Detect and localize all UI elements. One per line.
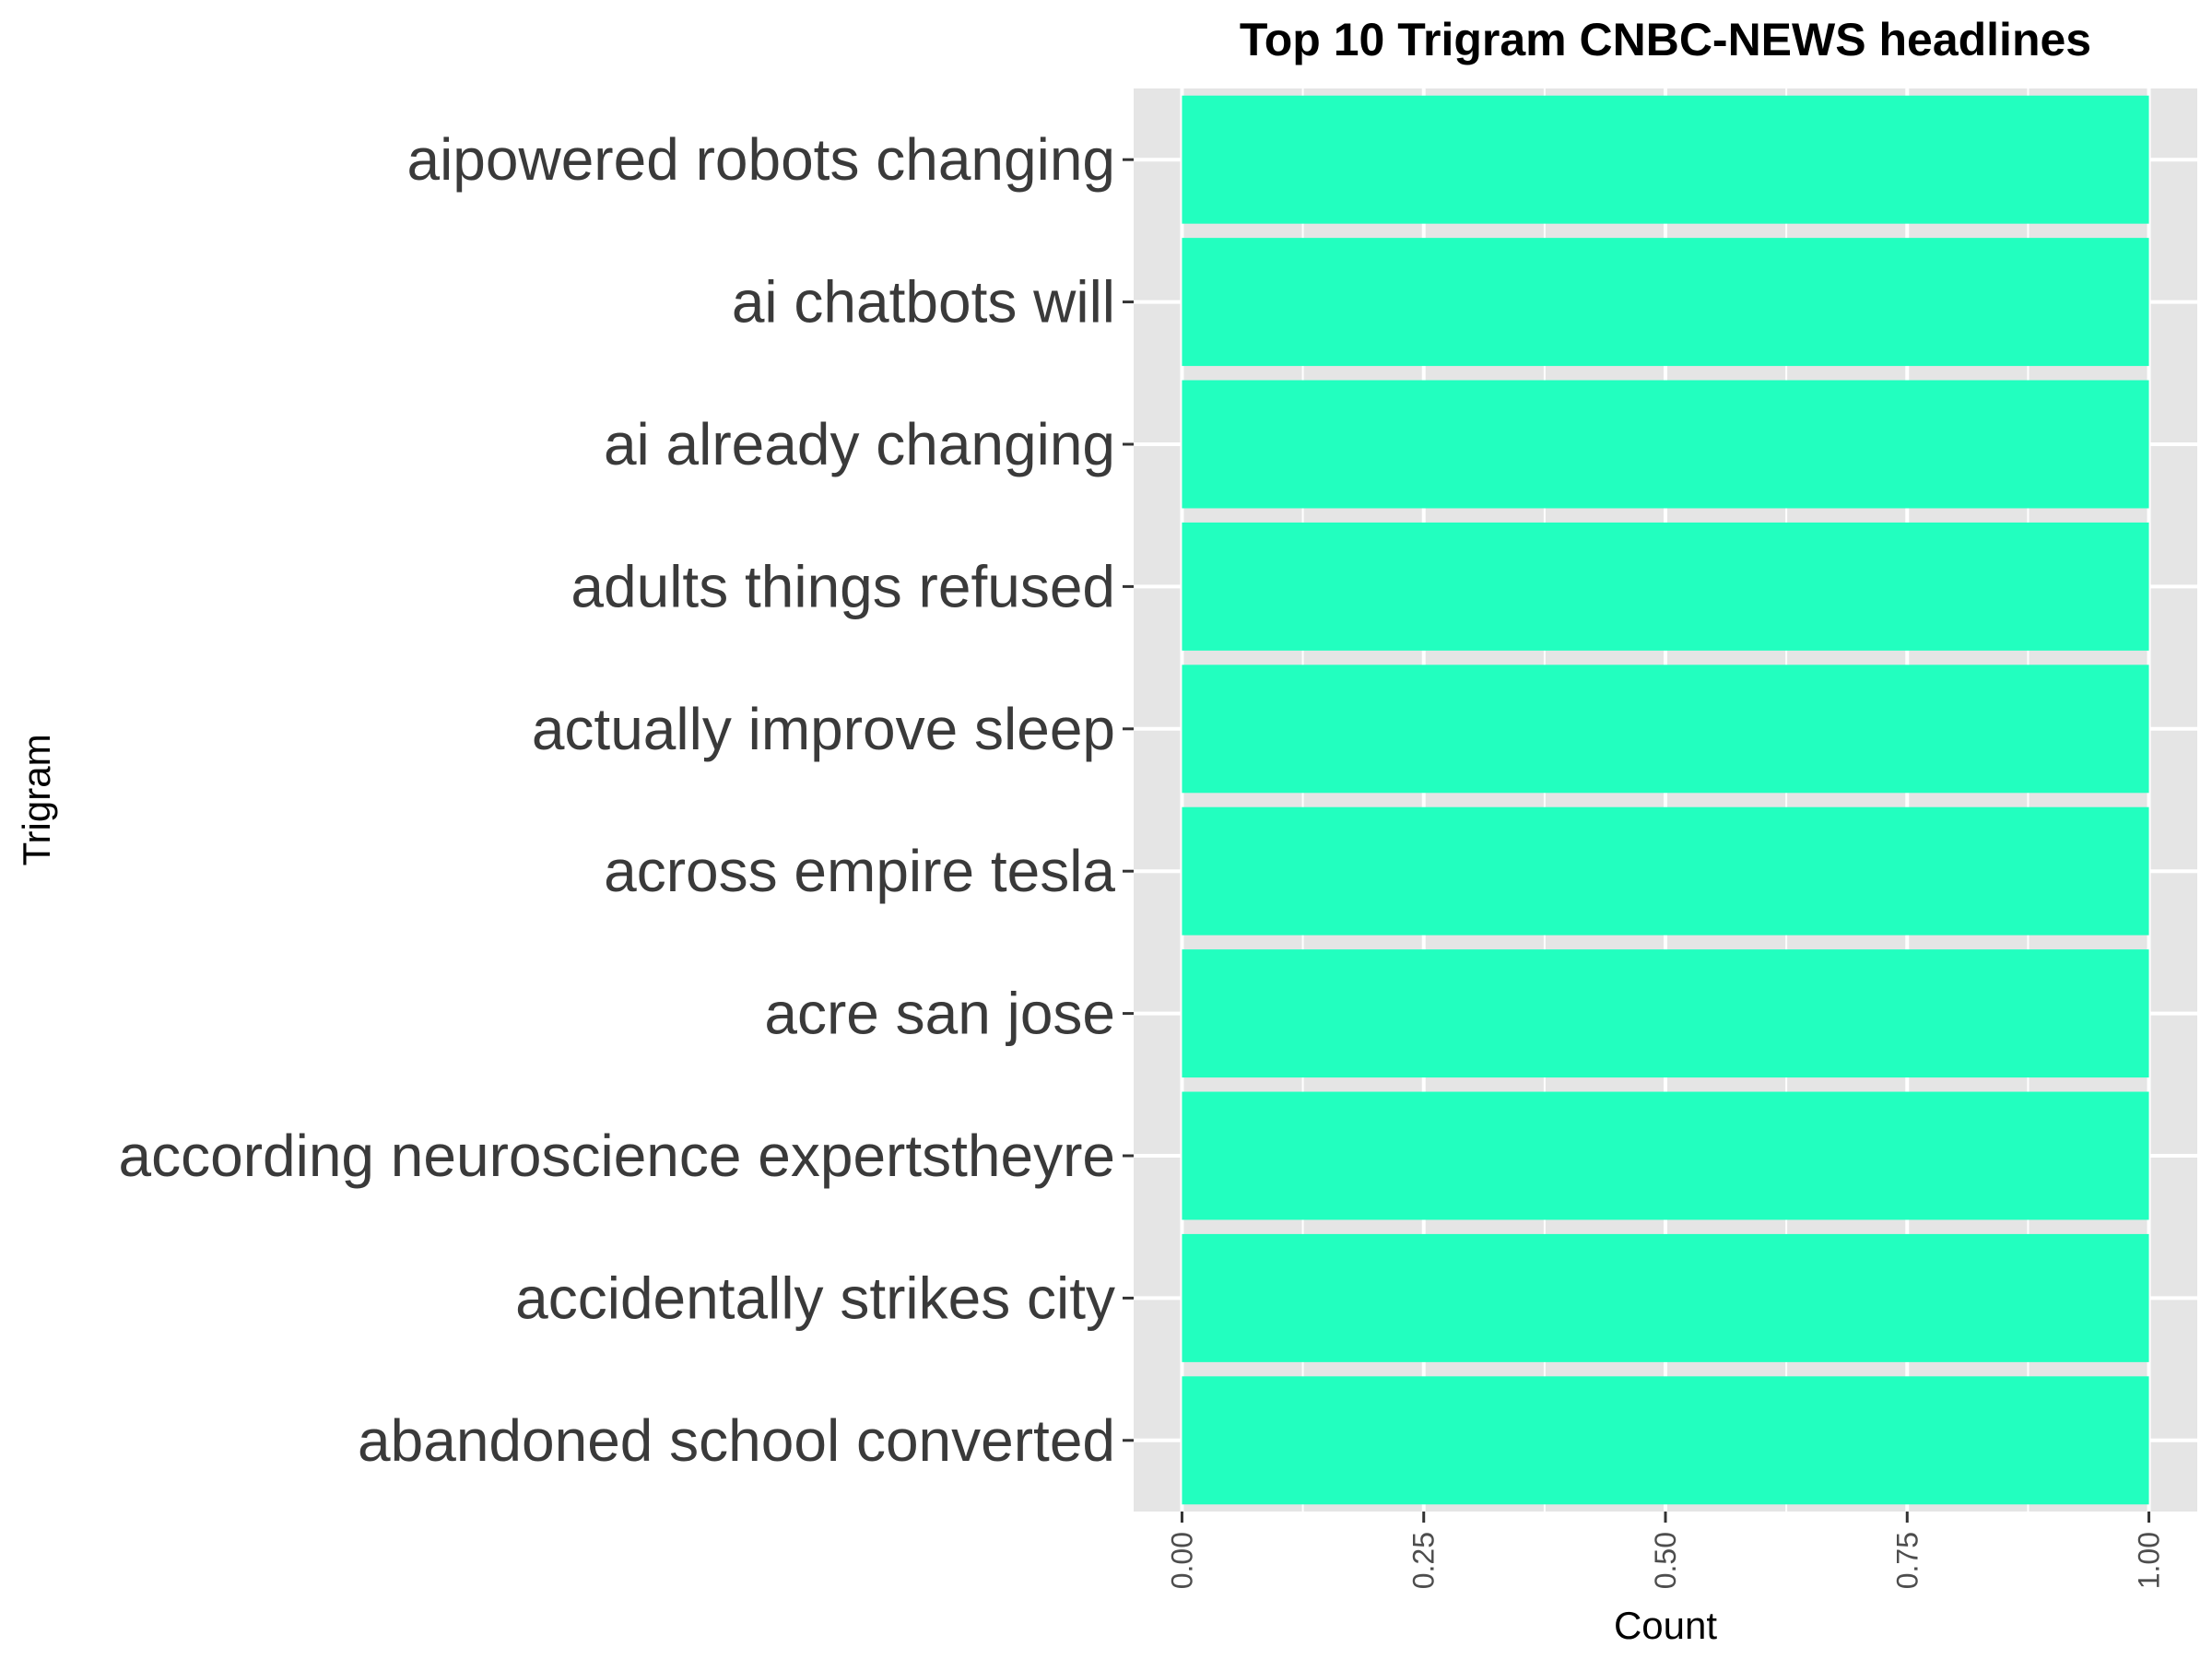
bar [1182, 949, 2149, 1078]
bar [1182, 1233, 2149, 1362]
x-tick-label: 1.00 [2133, 1532, 2166, 1589]
x-tick-label: 0.75 [1890, 1532, 1924, 1589]
y-tick-label: abandoned school converted [358, 1407, 1115, 1474]
bar [1182, 95, 2149, 224]
x-tick-label: 0.50 [1649, 1532, 1682, 1589]
y-tick-label: acre san jose [764, 981, 1115, 1047]
bar [1182, 665, 2149, 794]
bar [1182, 1376, 2149, 1505]
y-tick-label: actually improve sleep [532, 696, 1115, 762]
bar [1182, 1091, 2149, 1220]
y-tick-label: ai chatbots will [732, 269, 1115, 335]
x-tick-label: 0.25 [1407, 1532, 1441, 1589]
bar [1182, 522, 2149, 651]
y-tick-label: accidentally strikes city [515, 1265, 1115, 1331]
bars [1182, 95, 2149, 1505]
bar [1182, 806, 2149, 935]
x-axis-title: Count [1614, 1604, 1717, 1647]
x-tick-label: 0.00 [1165, 1532, 1198, 1589]
y-axis-title: Trigram [15, 734, 58, 865]
x-axis: 0.00 0.25 0.50 0.75 1.00 [1165, 1512, 2166, 1589]
y-tick-label: adults things refused [571, 553, 1115, 619]
y-tick-label: according neuroscience expertstheyre [119, 1123, 1116, 1189]
bar [1182, 380, 2149, 509]
bar [1182, 238, 2149, 367]
y-tick-label: ai already changing [604, 411, 1115, 477]
chart-title: Top 10 Trigram CNBC-NEWS headlines [1240, 14, 2091, 65]
y-axis: aipowered robots changing ai chatbots wil… [119, 126, 1134, 1474]
y-tick-label: across empire tesla [604, 838, 1115, 904]
y-tick-label: aipowered robots changing [406, 126, 1115, 193]
